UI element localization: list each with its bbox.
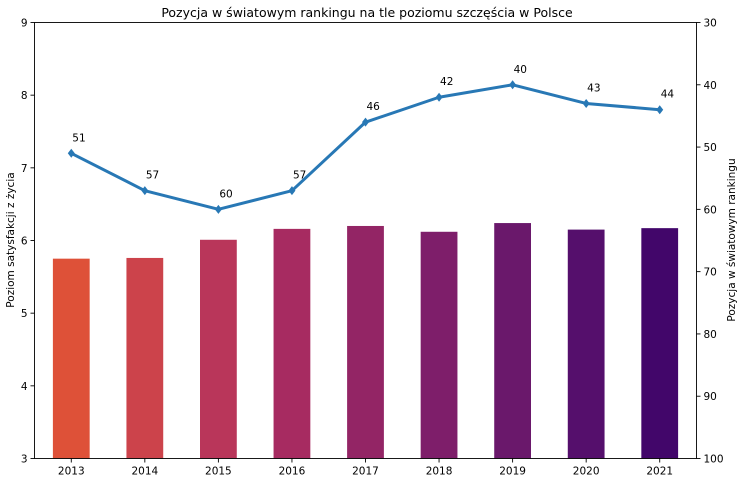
left-y-axis: 3 4 5 6 7 8 9 [21, 18, 35, 466]
bar-2021 [641, 228, 679, 459]
rank-marker-2015 [214, 204, 222, 214]
right-y-axis: 30 40 50 60 70 80 90 100 [696, 18, 724, 466]
x-tick-label: 2020 [573, 466, 600, 478]
bar-2020 [567, 229, 605, 459]
right-tick-label: 70 [704, 267, 717, 279]
rank-label-2021: 44 [661, 89, 675, 101]
rank-label-2013: 51 [72, 132, 85, 144]
left-tick-label: 6 [21, 236, 28, 248]
rank-marker-2020 [582, 98, 590, 108]
left-tick-label: 3 [21, 454, 28, 466]
rank-marker-2016 [288, 186, 296, 196]
x-tick-label: 2015 [205, 466, 232, 478]
x-tick-label: 2016 [279, 466, 306, 478]
right-tick-label: 90 [704, 391, 717, 403]
right-tick-label: 80 [704, 329, 717, 341]
rank-marker-2013 [67, 148, 75, 158]
rank-label-2015: 60 [219, 188, 232, 200]
bar-2019 [494, 223, 531, 459]
rank-marker-2014 [141, 186, 149, 196]
right-tick-label: 40 [704, 80, 717, 92]
left-tick-label: 4 [21, 381, 28, 393]
left-tick-label: 8 [21, 90, 28, 102]
x-tick-label: 2018 [426, 466, 453, 478]
rank-label-2018: 42 [440, 76, 453, 88]
rank-label-2019: 40 [514, 64, 527, 76]
rank-marker-2018 [435, 92, 443, 102]
x-tick-label: 2019 [499, 466, 526, 478]
chart-title: Pozycja w światowym rankingu na tle pozi… [161, 5, 573, 20]
bar-2015 [200, 239, 237, 459]
x-tick-label: 2017 [352, 466, 379, 478]
rank-marker-2021 [656, 105, 664, 115]
right-tick-label: 100 [704, 454, 724, 466]
x-tick-label: 2014 [131, 466, 158, 478]
right-tick-label: 30 [704, 18, 717, 30]
rank-label-2016: 57 [293, 170, 306, 182]
bar-2016 [273, 228, 311, 459]
x-tick-label: 2013 [58, 466, 85, 478]
bar-2018 [420, 231, 458, 459]
right-tick-label: 60 [704, 204, 717, 216]
left-tick-label: 7 [21, 163, 28, 175]
left-tick-label: 5 [21, 308, 28, 320]
rank-label-2020: 43 [587, 82, 600, 94]
bar-2014 [126, 257, 164, 459]
bars-group [52, 223, 679, 459]
left-tick-label: 9 [21, 18, 28, 30]
rank-label-2014: 57 [146, 170, 159, 182]
rank-line-group: 51 57 60 57 46 42 40 43 44 [67, 64, 675, 214]
bar-2013 [52, 258, 90, 459]
left-axis-title: Poziom satysfakcji z życia [5, 172, 17, 307]
bar-2017 [347, 225, 384, 459]
x-tick-label: 2021 [646, 466, 673, 478]
right-axis-title: Pozycja w światowym rankingu [726, 158, 738, 321]
rank-marker-2019 [509, 80, 517, 90]
rank-line [70, 83, 660, 211]
rank-marker-2017 [362, 117, 369, 127]
rank-label-2017: 46 [367, 101, 381, 113]
right-tick-label: 50 [704, 142, 717, 154]
x-axis: 2013 2014 2015 2016 2017 2018 2019 2020 2021 [58, 458, 673, 478]
